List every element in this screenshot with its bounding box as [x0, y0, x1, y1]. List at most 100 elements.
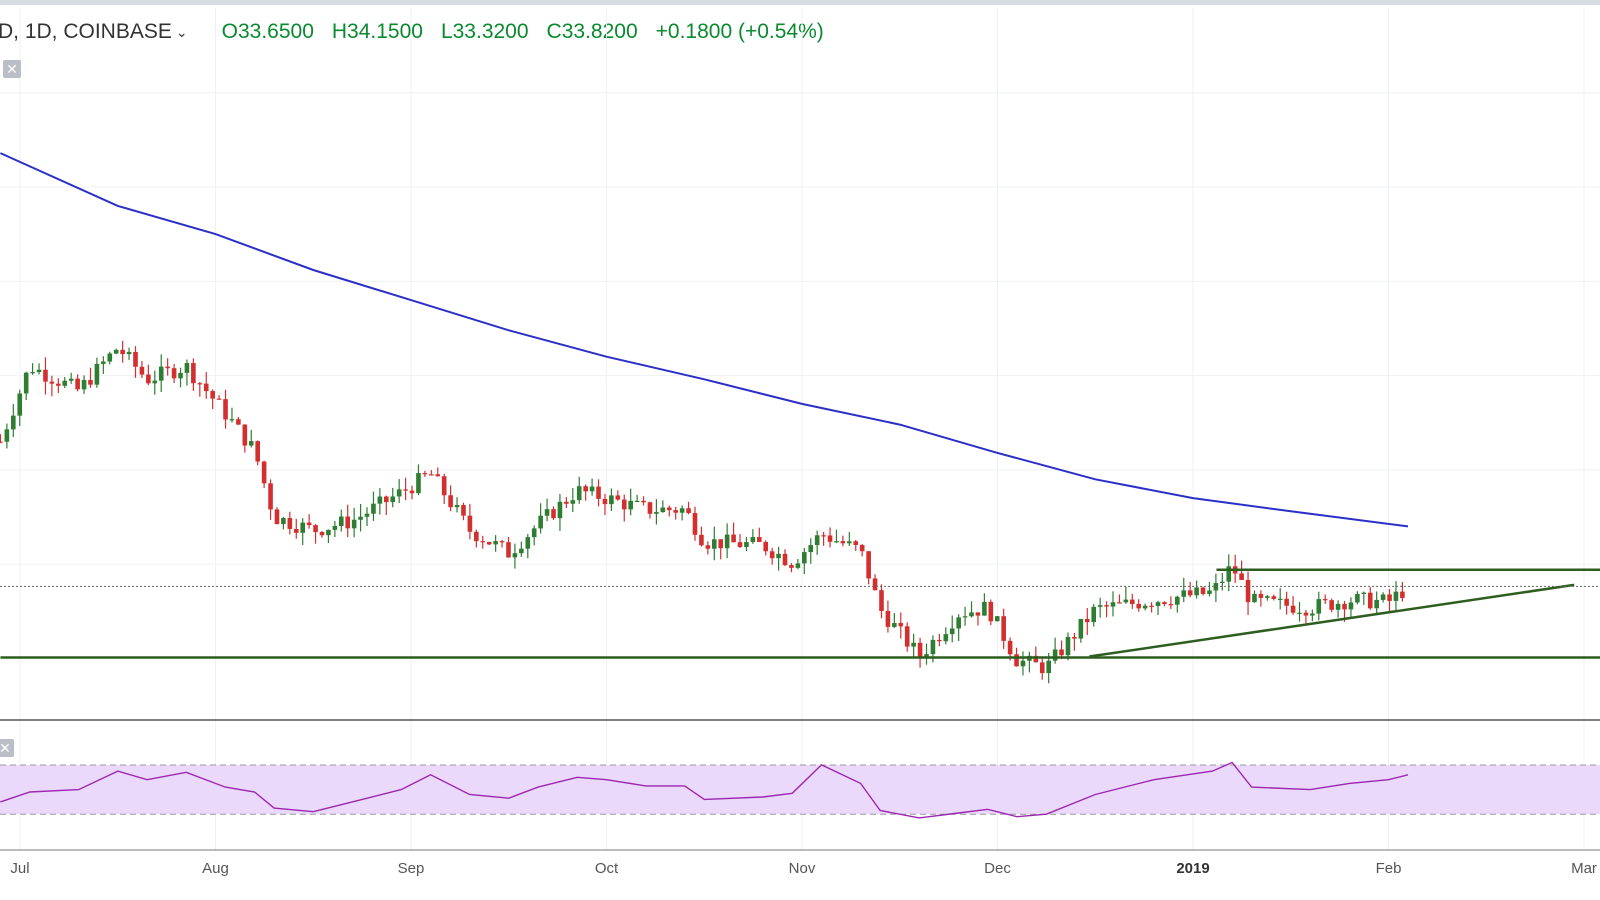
candle-body — [332, 526, 338, 530]
candle-body — [982, 601, 987, 616]
candle-body — [1194, 587, 1199, 596]
candle-body — [853, 541, 859, 545]
candle-body — [538, 515, 543, 529]
x-tick-label: Nov — [789, 860, 816, 877]
candle-body — [872, 578, 878, 591]
candle-body — [429, 474, 434, 476]
candle-body — [480, 541, 486, 543]
candle-body — [641, 500, 646, 503]
candle-body — [1258, 593, 1264, 598]
candle-body — [326, 529, 331, 536]
candle-body — [255, 441, 260, 462]
indicator-overlay — [0, 152, 1600, 819]
candle-body — [229, 419, 235, 421]
x-tick-label: Aug — [202, 860, 229, 877]
candle-body — [1104, 605, 1109, 607]
candle-body — [1155, 602, 1161, 606]
candle-body — [731, 534, 736, 543]
candle-body — [486, 542, 492, 545]
candle-body — [1207, 590, 1212, 594]
x-tick-label: Oct — [595, 860, 619, 877]
candle-body — [628, 500, 633, 510]
candle-body — [924, 654, 929, 658]
candle-body — [139, 366, 145, 375]
candle-body — [705, 545, 711, 549]
candle-body — [36, 369, 42, 373]
symbol-label[interactable]: D, 1D, COINBASE — [0, 20, 172, 43]
candle-body — [81, 380, 87, 390]
candle-body — [1220, 581, 1225, 584]
candle-body — [448, 495, 453, 508]
ohlc-close: C33.8200 — [546, 20, 638, 43]
candle-body — [1387, 594, 1392, 601]
candle-body — [371, 503, 376, 514]
candle-body — [666, 507, 672, 511]
candle-body — [441, 476, 447, 496]
candle-body — [171, 368, 177, 379]
candle-body — [1065, 636, 1071, 656]
candle-body — [1374, 599, 1379, 609]
candle-body — [750, 537, 756, 543]
candle-body — [152, 380, 158, 384]
candle-body — [795, 563, 801, 568]
candle-body — [1129, 599, 1135, 604]
candle-body — [647, 502, 653, 514]
candle-body — [1367, 592, 1373, 609]
candle-body — [409, 490, 415, 494]
candle-body — [435, 474, 441, 477]
candle-body — [506, 542, 511, 558]
candle-body — [1187, 590, 1193, 596]
candle-body — [474, 531, 479, 542]
candle-body — [840, 541, 846, 544]
candle-body — [949, 628, 955, 635]
x-axis-labels: Jul Aug Sep Oct Nov Dec 2019 Feb Mar — [10, 860, 1597, 877]
candle-body — [268, 483, 273, 510]
candle-body — [319, 532, 325, 536]
candle-body — [293, 528, 299, 533]
candle-body — [756, 537, 762, 542]
close-icon[interactable]: ✕ — [0, 739, 14, 757]
candle-body — [223, 399, 228, 420]
candle-body — [859, 544, 865, 552]
candle-body — [1297, 612, 1302, 614]
candle-body — [120, 349, 125, 355]
candle-body — [1078, 618, 1084, 639]
candle-body — [1059, 649, 1064, 656]
candle-body — [827, 535, 833, 542]
candle-body — [814, 535, 820, 546]
candle-body — [210, 391, 215, 399]
candle-body — [403, 489, 408, 491]
candle-body — [396, 489, 402, 497]
candle-body — [602, 498, 608, 505]
candle-body — [1097, 605, 1103, 607]
ohlc-high: H34.1500 — [331, 20, 423, 43]
candle-body — [499, 541, 505, 543]
ohlc-low: L33.3200 — [440, 20, 529, 43]
candle-body — [68, 378, 74, 381]
trend-line — [1089, 583, 1575, 658]
candle-body — [943, 634, 949, 642]
candle-body — [1007, 640, 1013, 655]
candle-body — [802, 552, 807, 564]
chevron-down-icon[interactable]: ⌄ — [175, 23, 188, 40]
close-icon[interactable]: ✕ — [3, 60, 21, 78]
candle-body — [1252, 593, 1257, 603]
x-tick-label: Jul — [10, 860, 29, 877]
candle-body — [11, 415, 16, 430]
candle-body — [422, 473, 428, 475]
candle-body — [847, 541, 852, 544]
candle-body — [191, 363, 196, 384]
candle-body — [30, 372, 35, 374]
candle-body — [711, 539, 717, 549]
candle-body — [525, 537, 531, 549]
candle-body — [313, 525, 318, 533]
rsi-band — [0, 764, 1600, 815]
candle-body — [718, 539, 724, 549]
candle-body — [345, 516, 351, 529]
candle-body — [724, 534, 730, 549]
candle-body — [679, 508, 685, 513]
candle-body — [654, 512, 659, 514]
candle-body — [1084, 618, 1090, 623]
candle-body — [1335, 603, 1341, 610]
